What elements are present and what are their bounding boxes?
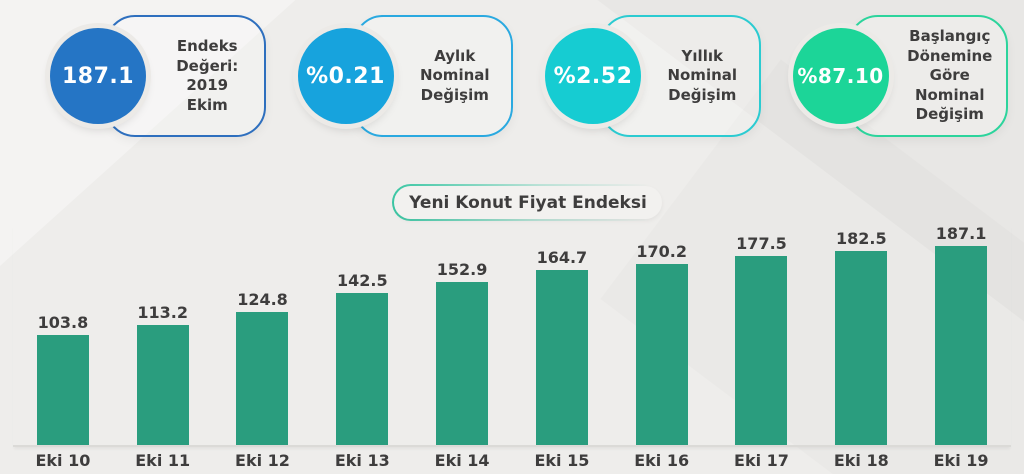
bar <box>935 246 988 445</box>
bar-chart-plot: 103.8 113.2 124.8 142.5 152.9 164.7 170.2 177.5… <box>13 224 1011 447</box>
bar-column: 124.8 <box>213 224 313 445</box>
bar <box>735 256 788 445</box>
stat-circle: %2.52 <box>545 28 641 124</box>
bar-column: 103.8 <box>13 224 113 445</box>
stat-card-label: Başlangıç Dönemine Göre Nominal Değişim <box>907 27 993 124</box>
stat-value: %2.52 <box>553 63 633 89</box>
bar-column: 164.7 <box>512 224 612 445</box>
stat-card-label: Yıllık Nominal Değişim <box>667 46 738 104</box>
stat-card-yearly-change: Yıllık Nominal Değişim %2.52 <box>545 15 761 137</box>
stat-card-monthly-change: Aylık Nominal Değişim %0.21 <box>297 15 513 137</box>
bar <box>835 251 888 445</box>
x-axis-label: Eki 19 <box>933 451 989 470</box>
bar-column: 113.2 <box>113 224 213 445</box>
bar <box>36 335 89 445</box>
stat-card-label: Aylık Nominal Değişim <box>419 46 490 104</box>
stat-cards-row: Endeks Değeri: 2019 Ekim 187.1 Aylık Nom… <box>50 15 1008 139</box>
bar-column: 152.9 <box>412 224 512 445</box>
bar-column: 177.5 <box>712 224 812 445</box>
x-axis-label: Eki 12 <box>235 451 290 470</box>
bar <box>436 282 489 445</box>
chart-title: Yeni Konut Fiyat Endeksi <box>394 186 662 219</box>
x-axis-label: Eki 18 <box>833 451 889 470</box>
bar-value-label: 142.5 <box>336 271 388 290</box>
x-axis-label: Eki 16 <box>634 451 690 470</box>
bar-column: 182.5 <box>811 224 911 445</box>
stat-value: 187.1 <box>61 63 135 89</box>
stat-card-label: Endeks Değeri: 2019 Ekim <box>176 37 239 114</box>
x-axis-label: Eki 11 <box>135 451 191 470</box>
bar-value-label: 177.5 <box>736 234 787 253</box>
bar-value-label: 187.1 <box>935 224 987 243</box>
stat-circle: %0.21 <box>297 28 394 124</box>
x-axis-label: Eki 15 <box>534 451 590 470</box>
x-axis-label: Eki 14 <box>434 451 490 470</box>
bar-value-label: 113.2 <box>137 303 188 322</box>
stat-value: %0.21 <box>306 63 385 89</box>
bar-column: 187.1 <box>911 224 1011 445</box>
bar-column: 142.5 <box>312 224 412 445</box>
x-axis-label: Eki 13 <box>334 451 390 470</box>
bar <box>535 270 588 445</box>
x-axis-label: Eki 10 <box>35 451 91 470</box>
stat-card-frame: Aylık Nominal Değişim <box>352 15 513 137</box>
bar <box>336 293 389 445</box>
x-axis-label: Eki 17 <box>734 451 789 470</box>
stat-circle: 187.1 <box>50 28 146 124</box>
bar-value-label: 103.8 <box>37 313 89 332</box>
bar <box>236 312 289 445</box>
chart-title-pill: Yeni Konut Fiyat Endeksi <box>392 184 664 221</box>
bar-value-label: 124.8 <box>237 290 288 309</box>
bar-value-label: 164.7 <box>536 248 588 267</box>
bar-value-label: 182.5 <box>835 229 887 248</box>
bar <box>136 325 189 445</box>
bar-chart-x-axis-labels: Eki 10 Eki 11 Eki 12 Eki 13 Eki 14 Eki 15 Eki … <box>13 451 1011 470</box>
stat-value: %87.10 <box>797 64 884 88</box>
stat-card-index-value: Endeks Değeri: 2019 Ekim 187.1 <box>50 15 266 137</box>
stat-circle: %87.10 <box>792 28 889 124</box>
bar <box>635 264 688 445</box>
bar-column: 170.2 <box>612 224 712 445</box>
bar-value-label: 152.9 <box>436 260 488 279</box>
bar-value-label: 170.2 <box>636 242 687 261</box>
stat-card-change-since-start: Başlangıç Dönemine Göre Nominal Değişim … <box>792 15 1008 137</box>
